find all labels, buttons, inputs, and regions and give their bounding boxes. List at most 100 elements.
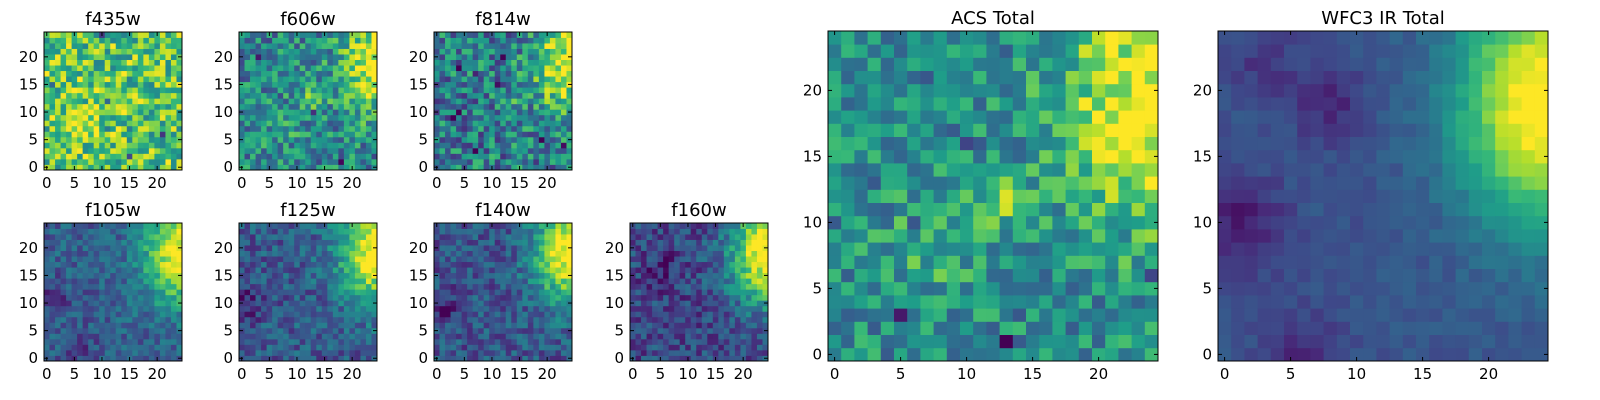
heatmap-cell: [132, 228, 139, 235]
heatmap-cell: [973, 321, 987, 335]
heatmap-cell: [450, 158, 457, 165]
heatmap-cell: [316, 43, 323, 49]
heatmap-cell: [516, 153, 523, 160]
heatmap-cell: [472, 355, 479, 362]
heatmap-cell: [305, 349, 312, 356]
heatmap-cell: [701, 228, 708, 235]
heatmap-cell: [77, 164, 84, 171]
heatmap-cell: [343, 32, 350, 38]
heatmap-cell: [467, 81, 474, 88]
heatmap-cell: [635, 300, 642, 307]
heatmap-cell: [294, 142, 301, 149]
heatmap-cell: [148, 239, 155, 246]
heatmap-cell: [283, 164, 290, 171]
heatmap-cell: [527, 87, 534, 94]
heatmap-cell: [986, 308, 1000, 322]
heatmap-cell: [110, 234, 117, 240]
heatmap-cell: [439, 48, 446, 55]
heatmap-cell: [668, 327, 675, 334]
heatmap-cell: [907, 321, 921, 335]
y-tick-label: 20: [214, 239, 233, 257]
heatmap-cell: [115, 283, 122, 290]
heatmap-cell: [321, 109, 328, 116]
heatmap-cell: [49, 76, 56, 83]
heatmap-cell: [880, 347, 895, 362]
heatmap-cell: [549, 32, 556, 38]
heatmap-cell: [494, 76, 501, 83]
heatmap-cell: [55, 158, 61, 165]
heatmap-cell: [745, 305, 752, 312]
heatmap-cell: [560, 283, 567, 290]
heatmap-cell: [316, 147, 323, 154]
heatmap-cell: [327, 54, 334, 60]
heatmap-cell: [148, 164, 155, 171]
heatmap-cell: [294, 234, 301, 240]
heatmap-cell: [434, 338, 440, 345]
heatmap-cell: [679, 316, 686, 323]
heatmap-cell: [500, 333, 507, 340]
heatmap-cell: [652, 283, 658, 290]
heatmap-cell: [250, 338, 256, 345]
heatmap-cell: [165, 32, 172, 38]
heatmap-cell: [299, 103, 306, 110]
heatmap-cell: [148, 98, 155, 105]
heatmap-cell: [999, 255, 1014, 269]
heatmap-cell: [663, 338, 670, 345]
heatmap-cell: [154, 158, 161, 165]
heatmap-cell: [332, 344, 339, 351]
heatmap-cell: [343, 153, 350, 160]
heatmap-cell: [483, 234, 490, 240]
heatmap-cell: [104, 81, 111, 88]
heatmap-cell: [679, 256, 686, 263]
heatmap-cell: [538, 327, 545, 334]
heatmap-cell: [723, 261, 730, 268]
heatmap-cell: [338, 76, 345, 83]
heatmap-cell: [121, 120, 128, 127]
heatmap-cell: [960, 321, 974, 335]
x-tick-label: 15: [315, 365, 334, 383]
heatmap-cell: [461, 305, 468, 312]
heatmap-cell: [445, 305, 451, 312]
heatmap-cell: [294, 338, 301, 345]
heatmap-cell: [165, 158, 172, 165]
heatmap-cell: [349, 37, 356, 44]
heatmap-cell: [99, 147, 106, 154]
heatmap-cell: [244, 120, 251, 127]
heatmap-cell: [121, 153, 128, 160]
heatmap-cell: [305, 355, 312, 362]
heatmap-cell: [115, 311, 122, 318]
heatmap-cell: [121, 92, 128, 99]
heatmap-cell: [294, 48, 301, 55]
heatmap-cell: [762, 349, 769, 356]
heatmap-cell: [371, 142, 378, 149]
heatmap-cell: [327, 305, 334, 312]
heatmap-cell: [360, 289, 367, 296]
heatmap-cell: [261, 272, 267, 279]
heatmap-cell: [244, 316, 251, 323]
heatmap-cell: [566, 278, 573, 285]
heatmap-cell: [283, 43, 290, 49]
heatmap-cell: [365, 92, 372, 99]
heatmap-cell: [99, 311, 106, 318]
heatmap-cell: [679, 300, 686, 307]
heatmap-cell: [365, 294, 372, 301]
heatmap-cell: [132, 109, 139, 116]
heatmap-cell: [288, 131, 295, 138]
heatmap-cell: [110, 245, 117, 251]
heatmap-cell: [511, 333, 518, 340]
heatmap-cell: [549, 256, 556, 263]
heatmap-cell: [110, 256, 117, 263]
heatmap-cell: [49, 81, 56, 88]
heatmap-cell: [82, 54, 89, 60]
heatmap-cell: [332, 311, 339, 318]
heatmap-cell: [310, 92, 317, 99]
heatmap-cell: [272, 59, 279, 66]
heatmap-cell: [338, 333, 345, 340]
heatmap-cell: [907, 202, 921, 217]
heatmap-cell: [734, 239, 741, 246]
heatmap-cell: [751, 272, 758, 279]
heatmap-cell: [472, 245, 479, 251]
heatmap-cell: [255, 131, 262, 138]
heatmap-cell: [49, 267, 56, 274]
